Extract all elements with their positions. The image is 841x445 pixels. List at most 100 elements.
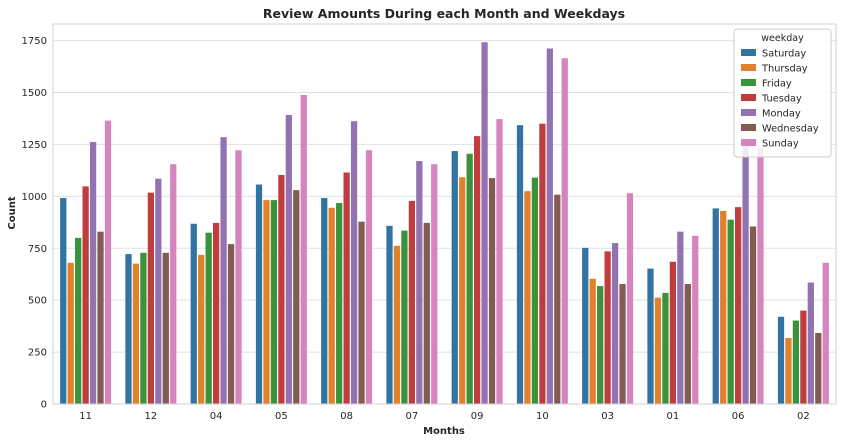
bar-saturday-02 <box>777 316 785 404</box>
axis-layer: 0 250 500 750 1000 1250 1500 1750 11 12 04 05 08 07 09… <box>22 23 837 422</box>
bar-thursday-07 <box>393 245 401 404</box>
bar-friday-06 <box>727 219 734 404</box>
bar-tuesday-06 <box>734 207 742 404</box>
bar-sunday-05 <box>300 95 307 405</box>
bar-friday-07 <box>401 230 408 404</box>
legend-swatch-wednesday <box>741 124 756 131</box>
bar-wednesday-06 <box>749 226 757 404</box>
bar-saturday-06 <box>712 208 719 404</box>
bar-wednesday-10 <box>554 194 561 404</box>
bar-sunday-10 <box>561 58 568 404</box>
y-tick-label: 500 <box>28 296 47 307</box>
bar-saturday-10 <box>516 125 524 405</box>
bar-friday-11 <box>75 237 82 404</box>
bar-tuesday-04 <box>212 222 220 404</box>
bar-friday-08 <box>336 202 343 404</box>
bar-tuesday-02 <box>800 310 807 404</box>
x-tick-label: 10 <box>536 411 549 422</box>
legend-label-tuesday: Tuesday <box>761 94 802 105</box>
bar-wednesday-12 <box>162 252 169 404</box>
y-tick-label: 1000 <box>22 192 47 203</box>
bar-monday-03 <box>611 243 619 404</box>
bar-thursday-09 <box>459 177 466 404</box>
bar-saturday-01 <box>647 268 654 404</box>
bar-saturday-03 <box>582 247 589 404</box>
bar-sunday-11 <box>104 120 112 405</box>
legend-swatch-thursday <box>741 64 756 71</box>
bar-monday-04 <box>220 137 227 404</box>
bar-sunday-06 <box>757 147 764 404</box>
bar-wednesday-07 <box>423 222 430 404</box>
bar-saturday-11 <box>60 198 67 404</box>
y-axis-label: Count <box>7 196 18 229</box>
legend-swatch-tuesday <box>741 94 756 101</box>
grid-layer <box>53 40 836 405</box>
legend-swatch-monday <box>741 109 756 116</box>
bar-monday-12 <box>155 178 162 404</box>
bar-sunday-01 <box>692 235 699 404</box>
bar-monday-05 <box>285 114 292 405</box>
bar-sunday-12 <box>170 164 177 404</box>
bar-wednesday-01 <box>684 283 691 404</box>
bar-wednesday-09 <box>488 178 496 404</box>
bar-sunday-03 <box>626 193 634 404</box>
legend-label-wednesday: Wednesday <box>762 124 819 135</box>
legend-title: weekday <box>761 33 804 44</box>
bar-sunday-09 <box>496 119 503 405</box>
bar-saturday-04 <box>190 223 197 404</box>
bar-monday-10 <box>546 48 553 404</box>
legend-swatch-saturday <box>741 49 756 56</box>
bar-friday-05 <box>270 200 278 404</box>
bar-monday-11 <box>89 141 97 404</box>
bar-tuesday-01 <box>669 261 677 404</box>
bar-friday-12 <box>140 252 147 404</box>
x-axis-label: Months <box>423 426 465 437</box>
x-tick-label: 05 <box>275 411 288 422</box>
bar-wednesday-03 <box>619 283 626 404</box>
bar-thursday-12 <box>132 263 140 404</box>
bar-tuesday-08 <box>343 172 350 404</box>
bar-friday-09 <box>466 153 473 404</box>
bar-tuesday-10 <box>539 123 546 405</box>
bar-friday-10 <box>531 177 539 404</box>
x-tick-label: 06 <box>732 411 745 422</box>
bar-thursday-08 <box>328 207 335 404</box>
plot-frame <box>52 23 837 405</box>
bar-tuesday-11 <box>82 186 89 404</box>
y-tick-label: 1500 <box>22 88 47 99</box>
bar-monday-02 <box>807 282 814 404</box>
x-tick-label: 08 <box>340 411 353 422</box>
bar-tuesday-03 <box>604 251 611 404</box>
x-tick-label: 12 <box>145 411 158 422</box>
x-tick-label: 09 <box>471 411 484 422</box>
y-tick-label: 750 <box>28 244 47 255</box>
bar-saturday-08 <box>321 198 328 404</box>
x-tick-label: 07 <box>406 411 419 422</box>
y-tick-label: 0 <box>41 400 47 411</box>
legend-label-friday: Friday <box>762 79 792 90</box>
bar-sunday-07 <box>431 164 438 404</box>
x-tick-label: 03 <box>601 411 614 422</box>
legend-swatch-sunday <box>741 139 756 146</box>
bar-tuesday-09 <box>473 136 481 404</box>
bars-layer <box>60 42 829 405</box>
legend-label-sunday: Sunday <box>762 139 799 150</box>
bar-thursday-06 <box>720 210 727 404</box>
legend-label-thursday: Thursday <box>761 64 808 75</box>
x-tick-label: 01 <box>667 411 680 422</box>
bar-monday-07 <box>416 161 423 404</box>
bar-thursday-04 <box>198 254 205 404</box>
bar-saturday-05 <box>255 184 263 404</box>
bar-sunday-08 <box>365 150 373 404</box>
bar-saturday-12 <box>125 254 132 404</box>
bar-wednesday-02 <box>815 332 822 404</box>
bar-sunday-02 <box>822 262 829 404</box>
bar-friday-01 <box>662 292 669 404</box>
bar-saturday-07 <box>386 225 393 404</box>
bar-thursday-03 <box>589 278 596 404</box>
bar-monday-09 <box>481 42 488 404</box>
legend-label-monday: Monday <box>762 109 801 120</box>
bar-wednesday-05 <box>293 190 300 404</box>
x-tick-label: 02 <box>797 411 810 422</box>
